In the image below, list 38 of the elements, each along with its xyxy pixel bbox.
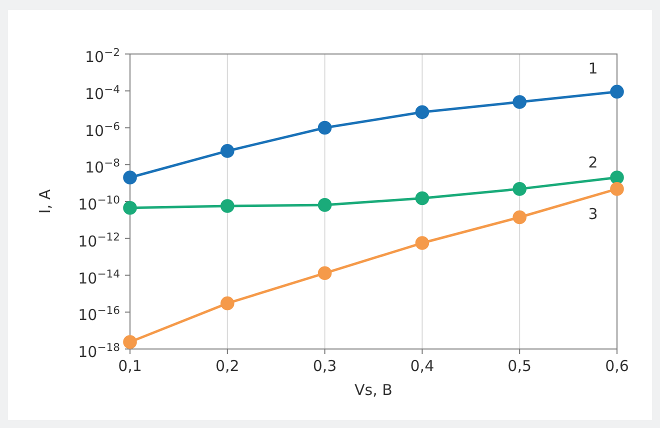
point xyxy=(123,170,137,184)
x-tick-label: 0,4 xyxy=(410,357,434,375)
point xyxy=(610,170,624,184)
series-label: 2 xyxy=(588,154,598,172)
point xyxy=(318,198,332,212)
series-label: 3 xyxy=(588,204,598,223)
x-axis-title: Vs, B xyxy=(354,381,392,399)
x-tick-label: 0,5 xyxy=(508,357,532,375)
point xyxy=(512,182,527,196)
y-tick-label: 10$^{−8}$ xyxy=(84,156,120,177)
x-tick-label: 0,3 xyxy=(312,357,337,375)
y-tick-label: 10$^{−12}$ xyxy=(78,230,120,250)
y-tick-label: 10$^{−14}$ xyxy=(78,266,120,288)
point xyxy=(415,105,430,120)
point xyxy=(415,236,430,250)
y-tick-label: 10$^{−6}$ xyxy=(84,119,120,140)
series-label: 1 xyxy=(588,60,598,78)
y-tick-label: 10$^{−16}$ xyxy=(78,304,120,324)
point xyxy=(220,199,234,213)
point xyxy=(220,296,234,310)
point xyxy=(610,182,624,196)
point xyxy=(220,144,234,158)
y-tick-label: 10$^{−4}$ xyxy=(84,82,120,103)
x-tick-label: 0,2 xyxy=(215,357,240,375)
y-tick-label: 10$^{−10}$ xyxy=(78,193,120,214)
y-tick-label: 10$^{−2}$ xyxy=(84,46,120,66)
point xyxy=(318,120,332,135)
point xyxy=(415,191,430,206)
point xyxy=(512,210,527,224)
y-axis-title: I, A xyxy=(36,188,54,214)
x-tick-label: 0,1 xyxy=(118,357,142,375)
point xyxy=(123,335,137,349)
y-tick-label: 10$^{−18}$ xyxy=(78,340,120,361)
x-tick-label: 0,6 xyxy=(605,357,629,375)
point xyxy=(123,201,137,215)
point xyxy=(610,84,624,99)
point xyxy=(318,266,332,280)
point xyxy=(512,95,527,109)
